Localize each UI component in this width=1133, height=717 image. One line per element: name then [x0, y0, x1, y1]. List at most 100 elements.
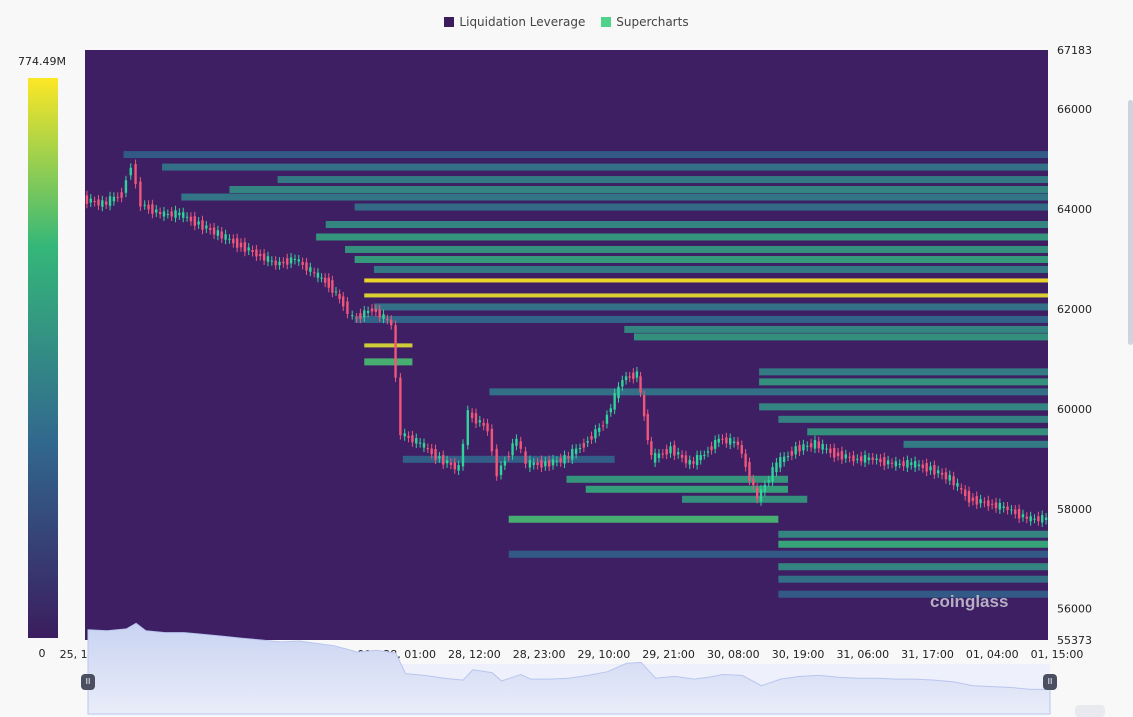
- candle-body: [466, 410, 469, 446]
- candle-body: [748, 462, 751, 481]
- candle-body: [786, 456, 790, 458]
- navigator-right-handle[interactable]: II: [1043, 674, 1057, 690]
- liquidation-band: [778, 540, 1048, 548]
- liquidation-band: [123, 151, 1048, 159]
- candle-body: [628, 376, 631, 378]
- candle-body: [155, 209, 158, 213]
- candle-body: [736, 441, 740, 446]
- liquidation-band: [778, 563, 1048, 571]
- candle-body: [967, 491, 971, 503]
- candle-body: [490, 428, 494, 452]
- candle-body: [434, 449, 437, 460]
- candle-body: [710, 446, 713, 451]
- colorbar: [28, 78, 58, 638]
- candle-body: [979, 499, 982, 504]
- candle-body: [442, 455, 445, 465]
- candle-body: [189, 216, 193, 222]
- candle-body: [574, 448, 578, 455]
- legend-label: Supercharts: [616, 15, 689, 29]
- candle-body: [661, 453, 664, 455]
- candle-body: [312, 272, 316, 274]
- legend-item-liquidation-leverage[interactable]: Liquidation Leverage: [444, 15, 585, 29]
- candle-body: [790, 451, 794, 456]
- candle-body: [97, 199, 100, 206]
- candle-body: [178, 212, 181, 216]
- candle-body: [305, 262, 308, 271]
- candle-body: [162, 211, 166, 217]
- x-tick-label: 28, 23:00: [513, 648, 566, 661]
- y-tick-label: 58000: [1057, 503, 1092, 516]
- candle-body: [601, 425, 605, 427]
- candle-body: [259, 253, 262, 256]
- candle-body: [449, 462, 453, 465]
- candle-body: [540, 460, 543, 468]
- candle-body: [515, 438, 518, 446]
- candle-body: [208, 227, 212, 230]
- candle-body: [617, 386, 620, 399]
- candle-body: [129, 167, 132, 176]
- candle-body: [104, 201, 108, 205]
- candle-body: [124, 180, 128, 193]
- candle-body: [1014, 509, 1017, 515]
- candle-body: [1044, 517, 1048, 521]
- candle-body: [390, 319, 393, 326]
- candle-body: [216, 230, 220, 236]
- candle-body: [806, 445, 809, 447]
- navigator-series: [87, 622, 1051, 715]
- candle-body: [370, 308, 374, 312]
- page-scrollbar[interactable]: [1128, 100, 1133, 345]
- candle-body: [120, 192, 123, 198]
- liquidation-band: [181, 193, 1049, 201]
- candle-body: [677, 452, 680, 455]
- y-tick-label: 56000: [1057, 603, 1092, 616]
- candle-body: [598, 427, 601, 432]
- x-tick-label: 01, 15:00: [1031, 648, 1084, 661]
- candle-body: [320, 277, 323, 279]
- candle-body: [990, 503, 994, 505]
- liquidation-band: [373, 265, 1048, 273]
- x-tick-label: 30, 19:00: [772, 648, 825, 661]
- candle-body: [220, 231, 223, 239]
- x-tick-label: 31, 06:00: [836, 648, 889, 661]
- candle-body: [422, 443, 426, 448]
- candle-body: [665, 449, 668, 455]
- candle-body: [85, 195, 89, 204]
- candle-body: [987, 500, 990, 507]
- navigator-left-handle[interactable]: II: [81, 674, 95, 690]
- candle-body: [411, 435, 414, 443]
- candle-body: [871, 457, 874, 461]
- candle-body: [555, 460, 559, 462]
- candle-body: [1041, 515, 1044, 523]
- candle-body: [536, 462, 539, 466]
- candle-body: [158, 212, 162, 215]
- liquidation-band: [759, 368, 1048, 376]
- candle-body: [646, 413, 649, 441]
- candle-body: [586, 441, 589, 443]
- candle-body: [338, 293, 341, 299]
- price-series: [85, 159, 1048, 527]
- candle-body: [657, 453, 661, 459]
- candle-body: [713, 440, 717, 449]
- candle-body: [825, 448, 828, 450]
- candle-body: [507, 456, 510, 458]
- corner-button[interactable]: [1075, 705, 1105, 717]
- y-axis: 67183 66000 64000 62000 60000 58000 56000 55373: [1057, 44, 1092, 647]
- candle-body: [134, 164, 137, 185]
- candle-body: [829, 448, 832, 454]
- navigator[interactable]: [87, 622, 1051, 715]
- legend-item-supercharts[interactable]: Supercharts: [601, 15, 689, 29]
- candle-body: [532, 462, 535, 466]
- candle-body: [688, 460, 691, 465]
- candle-body: [426, 448, 430, 450]
- candle-body: [251, 249, 254, 252]
- candle-body: [212, 227, 216, 235]
- candle-body: [721, 438, 724, 440]
- candle-body: [706, 451, 710, 453]
- candle-body: [544, 461, 547, 467]
- candle-body: [147, 204, 150, 210]
- candle-body: [886, 460, 890, 465]
- candle-body: [1006, 506, 1009, 511]
- candle-body: [116, 196, 119, 198]
- liquidation-band: [508, 550, 1049, 558]
